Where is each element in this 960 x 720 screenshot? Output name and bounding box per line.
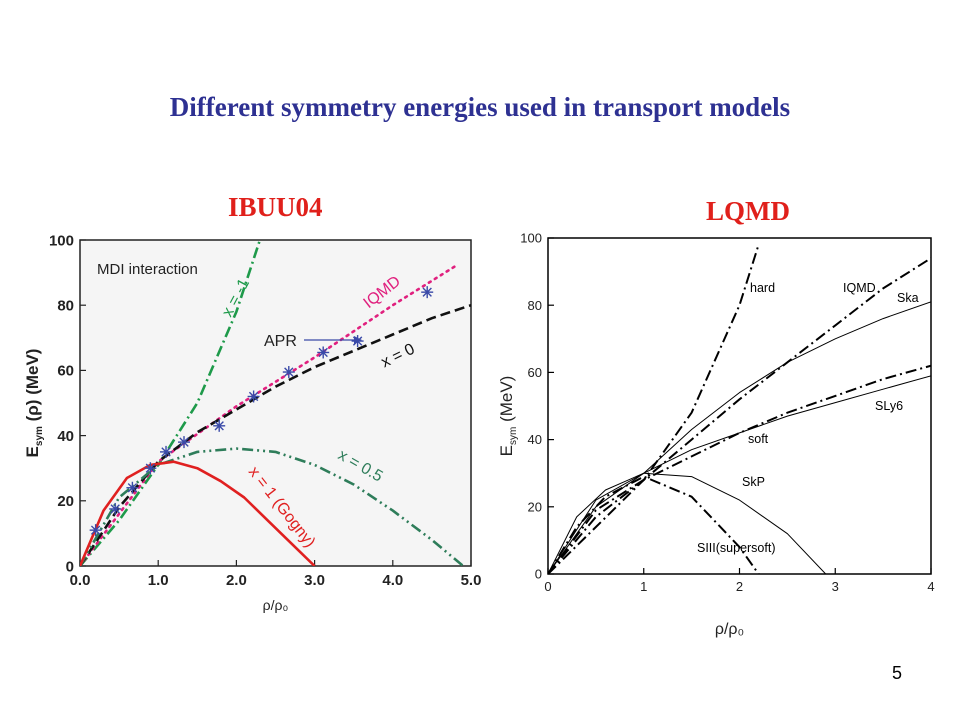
- curve-label: SLy6: [875, 399, 903, 413]
- curve-label: Ska: [897, 291, 919, 305]
- series-x-0-5: [80, 447, 465, 566]
- apr-data-point: [421, 286, 434, 299]
- series-hard: [548, 244, 760, 574]
- series-soft: [548, 364, 931, 574]
- x-axis-label: ρ/ρ₀: [715, 621, 744, 638]
- apr-data-point: [247, 390, 260, 403]
- series-iqmd: [548, 257, 931, 574]
- y-tick-label: 20: [528, 499, 542, 514]
- x-tick-label: 0.0: [70, 572, 91, 589]
- y-tick-label: 40: [528, 432, 542, 447]
- apr-data-point: [178, 436, 191, 449]
- y-tick-label: 0: [535, 567, 542, 582]
- y-axis-label: Esym (MeV): [497, 376, 519, 457]
- series-x-1-gogny: [80, 460, 316, 566]
- y-tick-label: 0: [66, 558, 74, 575]
- series-x-1: [80, 240, 262, 566]
- ibuu04-panel-title: IBUU04: [228, 192, 323, 222]
- apr-data-point: [282, 366, 295, 379]
- x-tick-label: 5.0: [461, 572, 482, 589]
- y-tick-label: 60: [528, 365, 542, 380]
- series-iqmd: [80, 264, 457, 566]
- apr-data-point: [89, 524, 102, 537]
- lqmd-panel-title: LQMD: [706, 196, 790, 226]
- x-axis-label: ρ/ρ₀: [263, 597, 289, 613]
- x-tick-label: 2: [736, 579, 743, 594]
- page-number: 5: [891, 663, 902, 683]
- x-tick-label: 1: [640, 579, 647, 594]
- apr-data-point: [160, 445, 173, 458]
- x-tick-label: 3: [832, 579, 839, 594]
- x-tick-label: 2.0: [226, 572, 247, 589]
- apr-data-point: [109, 502, 122, 515]
- curve-label: soft: [748, 432, 769, 446]
- y-tick-label: 80: [57, 297, 74, 314]
- y-tick-label: 60: [57, 363, 74, 380]
- curve-label: hard: [750, 281, 775, 295]
- curve-label: SIII(supersoft): [697, 541, 776, 555]
- x-tick-label: 4.0: [382, 572, 403, 589]
- plot-area: [547, 237, 932, 575]
- y-tick-label: 100: [520, 231, 542, 246]
- apr-label: APR: [264, 333, 297, 350]
- x-tick-label: 1.0: [148, 572, 169, 589]
- slide-title: Different symmetry energies used in tran…: [169, 92, 791, 122]
- curve-label: IQMD: [843, 281, 876, 295]
- curve-label: SkP: [742, 475, 765, 489]
- chart-panel-0: 0.0 1.0 2.0 3.0 4.0 5.0 0 20 40 60 80 100 ρ/ρ₀ Esym (…: [23, 232, 481, 613]
- series-ska: [548, 301, 931, 574]
- y-tick-label: 80: [528, 298, 542, 313]
- apr-data-point: [317, 346, 330, 359]
- x-tick-label: 4: [927, 579, 934, 594]
- y-tick-label: 100: [49, 232, 74, 249]
- y-tick-label: 20: [57, 493, 74, 510]
- series-siii-supersoft: [548, 475, 760, 574]
- apr-data-point: [213, 419, 226, 432]
- apr-pointer-head: [354, 336, 362, 344]
- x-tick-label: 0: [544, 579, 551, 594]
- mdi-annotation: MDI interaction: [97, 261, 198, 278]
- y-tick-label: 40: [57, 428, 74, 445]
- plot-area: [79, 239, 472, 567]
- series-sly6: [548, 375, 931, 574]
- apr-data-point: [126, 481, 139, 494]
- x-tick-label: 3.0: [304, 572, 325, 589]
- apr-data-point: [144, 462, 157, 475]
- series-skp: [548, 472, 827, 574]
- y-axis-label: Esym (ρ) (MeV): [23, 349, 45, 458]
